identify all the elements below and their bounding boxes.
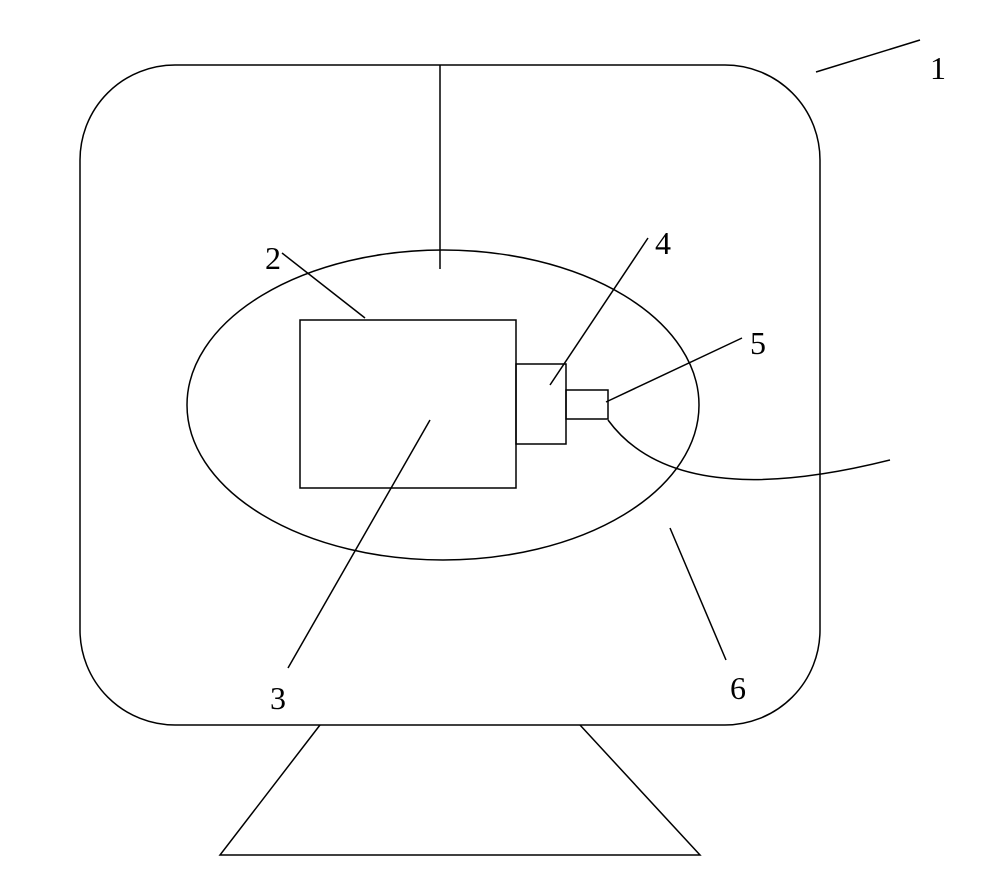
label-1: 1 [930, 50, 946, 87]
leader-6-curve [608, 420, 890, 480]
leader-3 [288, 420, 430, 668]
leader-4 [550, 238, 648, 385]
leader-6 [670, 528, 726, 660]
label-4: 4 [655, 225, 671, 262]
label-5: 5 [750, 325, 766, 362]
mid-block [516, 364, 566, 444]
label-3: 3 [270, 680, 286, 717]
label-6: 6 [730, 670, 746, 707]
main-block [300, 320, 516, 488]
leader-2 [282, 253, 365, 318]
small-block [566, 390, 608, 419]
inner-ellipse [187, 250, 699, 560]
leader-5 [606, 338, 742, 402]
leader-1 [816, 40, 920, 72]
label-2: 2 [265, 240, 281, 277]
outer-body [80, 65, 820, 725]
base-stand [220, 725, 700, 855]
technical-diagram [0, 0, 1000, 889]
